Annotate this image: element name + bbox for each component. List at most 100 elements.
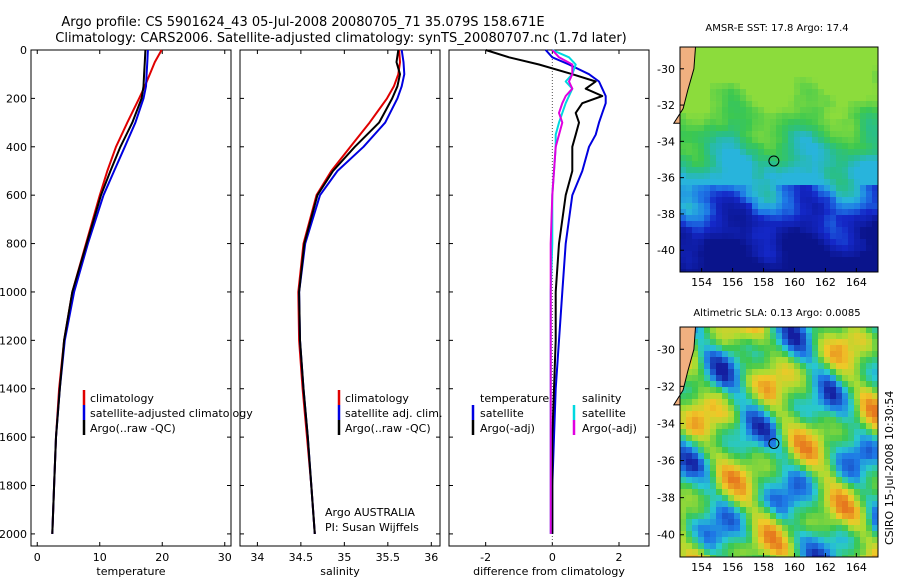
- sst-map-cell: [746, 257, 753, 264]
- sst-map-cell: [806, 263, 813, 270]
- sla-map-cell: [728, 429, 735, 436]
- sst-map-cell: [680, 269, 687, 273]
- sla-map-cell: [866, 549, 873, 556]
- sla-map-cell: [794, 369, 801, 376]
- sla-map-cell: [794, 375, 801, 382]
- sst-map-cell: [848, 227, 855, 234]
- sla-map-cell: [830, 339, 837, 346]
- sst-map-cell: [842, 263, 849, 270]
- salinity-xtick-label: 36: [424, 551, 438, 564]
- sla-map-cell: [782, 471, 789, 478]
- sst-map-cell: [740, 53, 747, 60]
- sst-map-cell: [800, 221, 807, 228]
- sla-map-cell: [794, 441, 801, 448]
- difference-series-temperature-satellite: [544, 49, 607, 534]
- sst-map-cell: [722, 53, 729, 60]
- sst-map-cell: [866, 83, 873, 90]
- sst-map-cell: [812, 245, 819, 252]
- sst-map-cell: [722, 143, 729, 150]
- sst-map-cell: [806, 131, 813, 138]
- sst-map-cell: [818, 197, 825, 204]
- sst-map-cell: [770, 167, 777, 174]
- sla-map-cell: [812, 549, 819, 556]
- sla-map-cell: [740, 477, 747, 484]
- sst-map-cell: [770, 239, 777, 246]
- sla-map-cell: [692, 555, 699, 558]
- sla-map-cell: [854, 519, 861, 526]
- sla-map-cell: [764, 369, 771, 376]
- sst-map-cell: [848, 71, 855, 78]
- sla-map-cell: [848, 537, 855, 544]
- sla-map-cell: [710, 375, 717, 382]
- sla-map-cell: [698, 405, 705, 412]
- sst-map-cell: [740, 125, 747, 132]
- sst-map-cell: [692, 137, 699, 144]
- sst-map-cell: [776, 179, 783, 186]
- sst-map-cell: [830, 173, 837, 180]
- sst-map-cell: [698, 179, 705, 186]
- sst-map-cell: [758, 59, 765, 66]
- sst-map-cell: [788, 89, 795, 96]
- sla-map-cell: [806, 555, 813, 558]
- sst-map-cell: [698, 137, 705, 144]
- sla-map-cell: [770, 495, 777, 502]
- sla-map-cell: [788, 501, 795, 508]
- sst-map-cell: [764, 221, 771, 228]
- sla-map-cell: [842, 525, 849, 532]
- sst-map-cell: [722, 257, 729, 264]
- sst-map-cell: [704, 137, 711, 144]
- sla-map-cell: [686, 417, 693, 424]
- sla-map-cell: [698, 363, 705, 370]
- sst-map-cell: [680, 125, 687, 132]
- sst-map-cell: [728, 161, 735, 168]
- sla-map-cell: [812, 513, 819, 520]
- sla-map-cell: [710, 387, 717, 394]
- sst-map-cell: [710, 239, 717, 246]
- sla-map-cell: [740, 333, 747, 340]
- sla-map-cell: [770, 333, 777, 340]
- sst-map-cell: [836, 197, 843, 204]
- sst-map-cell: [818, 203, 825, 210]
- sst-map-cell: [872, 257, 879, 264]
- sla-map-cell: [692, 363, 699, 370]
- sla-map-cell: [848, 447, 855, 454]
- sst-map-cell: [758, 209, 765, 216]
- sla-map-cell: [848, 501, 855, 508]
- sla-map-cell: [722, 357, 729, 364]
- sla-map-cell: [830, 429, 837, 436]
- sst-map-cell: [722, 263, 729, 270]
- sla-map-cell: [848, 507, 855, 514]
- sst-map-cell: [848, 209, 855, 216]
- sla-map-cell: [698, 417, 705, 424]
- sst-map-cell: [836, 209, 843, 216]
- sst-map-cell: [686, 125, 693, 132]
- sst-map-cell: [788, 251, 795, 258]
- sla-map-cell: [836, 417, 843, 424]
- sst-map-cell: [692, 227, 699, 234]
- difference-panel-frame: [448, 49, 650, 547]
- sla-map-cell: [824, 339, 831, 346]
- sla-map-cell: [782, 549, 789, 556]
- sla-map-cell: [794, 417, 801, 424]
- sst-map-cell: [842, 95, 849, 102]
- sla-map-cell: [812, 543, 819, 550]
- sla-map-cell: [776, 555, 783, 558]
- sst-map-cell: [788, 47, 795, 54]
- sst-map-cell: [872, 263, 879, 270]
- sla-map-cell: [806, 495, 813, 502]
- sla-map-cell: [722, 537, 729, 544]
- sla-map-cell: [860, 363, 867, 370]
- sla-map-cell: [698, 495, 705, 502]
- sst-map-cell: [824, 215, 831, 222]
- sst-map-cell: [800, 245, 807, 252]
- sla-map-cell: [704, 399, 711, 406]
- sla-map-cell: [746, 477, 753, 484]
- legend-label-satellite: satellite-adjusted climatology: [90, 407, 253, 420]
- sla-map-cell: [794, 519, 801, 526]
- sla-map-cell: [686, 543, 693, 550]
- sla-map-cell: [776, 537, 783, 544]
- sst-map-cell: [698, 263, 705, 270]
- sla-map-cell: [776, 351, 783, 358]
- sla-map-cell: [740, 387, 747, 394]
- sst-map-cell: [848, 185, 855, 192]
